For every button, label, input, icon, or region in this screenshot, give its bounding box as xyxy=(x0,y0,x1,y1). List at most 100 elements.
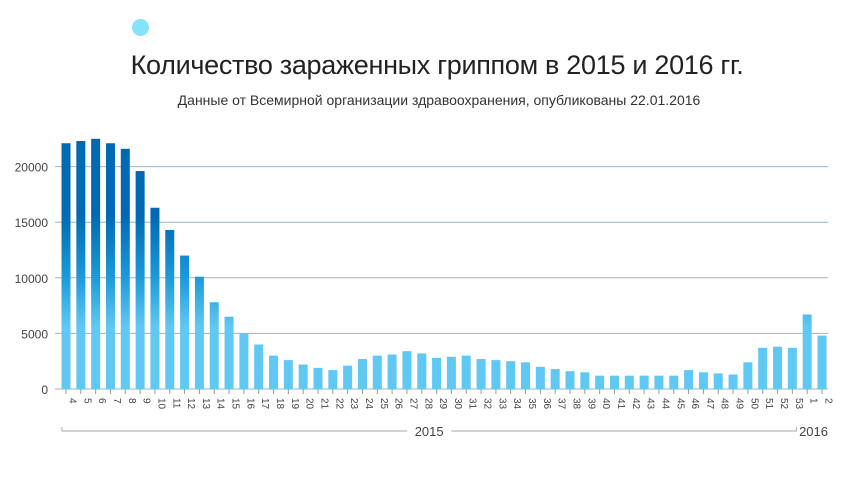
x-tick-label: 13 xyxy=(200,398,211,410)
bar xyxy=(165,229,175,389)
bar xyxy=(654,375,664,389)
x-tick-label: 22 xyxy=(333,398,344,410)
bar xyxy=(684,370,694,389)
chart-subtitle: Данные от Всемирной организации здравоох… xyxy=(177,92,701,108)
x-tick-label: 15 xyxy=(230,398,241,410)
bar xyxy=(639,375,649,389)
bar xyxy=(728,374,738,389)
x-tick-label: 43 xyxy=(645,398,656,410)
bar xyxy=(565,371,575,389)
x-tick-label: 6 xyxy=(96,398,107,404)
x-tick-label: 28 xyxy=(422,398,433,410)
bar xyxy=(372,355,382,389)
chart-title: Количество зараженных гриппом в 2015 и 2… xyxy=(130,50,744,80)
x-tick-label: 51 xyxy=(763,398,774,410)
x-tick-label: 20 xyxy=(304,398,315,410)
x-tick-label: 16 xyxy=(244,398,255,410)
x-tick-label: 33 xyxy=(496,398,507,410)
bar xyxy=(328,370,338,389)
x-tick-label: 4 xyxy=(67,398,78,404)
x-tick-label: 46 xyxy=(689,398,700,410)
bar xyxy=(491,360,501,389)
bar xyxy=(446,356,456,389)
bar xyxy=(550,368,560,389)
bar xyxy=(609,375,619,389)
decorative-dot xyxy=(132,19,149,36)
x-tick-label: 37 xyxy=(556,398,567,410)
x-tick-label: 21 xyxy=(319,398,330,410)
bar xyxy=(773,346,783,389)
x-tick-label: 12 xyxy=(185,398,196,410)
x-tick-label: 23 xyxy=(348,398,359,410)
bar xyxy=(506,361,516,389)
x-tick-label: 30 xyxy=(452,398,463,410)
x-tick-label: 2 xyxy=(823,398,834,404)
bar xyxy=(269,355,279,389)
bar xyxy=(105,143,115,389)
x-tick-label: 48 xyxy=(719,398,730,410)
x-tick-label: 18 xyxy=(274,398,285,410)
x-tick-label: 8 xyxy=(126,398,137,404)
x-tick-label: 27 xyxy=(407,398,418,410)
x-tick-label: 25 xyxy=(378,398,389,410)
x-tick-label: 35 xyxy=(526,398,537,410)
bar xyxy=(150,207,160,389)
x-tick-label: 40 xyxy=(600,398,611,410)
bar xyxy=(298,364,308,389)
x-tick-label: 34 xyxy=(511,398,522,410)
year-label: 2015 xyxy=(415,424,444,439)
bar xyxy=(476,358,486,389)
year-bracket xyxy=(61,427,797,432)
x-tick-label: 44 xyxy=(659,398,670,410)
x-tick-label: 24 xyxy=(363,398,374,410)
bar xyxy=(91,138,101,389)
bar xyxy=(254,344,264,389)
bar xyxy=(239,333,249,389)
y-tick-label: 10000 xyxy=(15,272,49,286)
bar xyxy=(817,335,827,389)
x-tick-label: 39 xyxy=(585,398,596,410)
x-tick-label: 7 xyxy=(111,398,122,404)
bar xyxy=(713,373,723,389)
bar xyxy=(432,357,442,389)
x-tick-label: 53 xyxy=(793,398,804,410)
bar xyxy=(313,367,323,389)
bar xyxy=(580,372,590,389)
x-tick-label: 45 xyxy=(674,398,685,410)
bar xyxy=(521,362,531,389)
bar xyxy=(343,365,353,389)
y-tick-label: 5000 xyxy=(21,327,48,341)
x-tick-label: 17 xyxy=(259,398,270,410)
x-tick-label: 19 xyxy=(289,398,300,410)
bar xyxy=(120,148,130,389)
bar xyxy=(387,354,397,389)
x-tick-label: 50 xyxy=(748,398,759,410)
x-tick-label: 49 xyxy=(734,398,745,410)
x-tick-label: 38 xyxy=(571,398,582,410)
bar xyxy=(76,141,86,389)
bar xyxy=(357,358,367,389)
bar xyxy=(698,372,708,389)
bar xyxy=(758,347,768,389)
bar xyxy=(61,143,71,389)
x-tick-label: 42 xyxy=(630,398,641,410)
year-label: 2016 xyxy=(799,424,828,439)
bar xyxy=(417,353,427,389)
x-tick-label: 47 xyxy=(704,398,715,410)
x-tick-label: 9 xyxy=(141,398,152,404)
bar xyxy=(180,255,190,389)
y-tick-label: 20000 xyxy=(15,161,49,175)
x-tick-label: 41 xyxy=(615,398,626,410)
x-tick-label: 31 xyxy=(467,398,478,410)
bar xyxy=(283,360,293,389)
x-tick-label: 52 xyxy=(778,398,789,410)
x-tick-label: 32 xyxy=(482,398,493,410)
x-tick-label: 10 xyxy=(155,398,166,410)
bar xyxy=(595,375,605,389)
bar xyxy=(224,316,234,389)
bar xyxy=(402,351,412,389)
bar xyxy=(624,375,634,389)
bar xyxy=(194,276,204,389)
x-tick-label: 5 xyxy=(81,398,92,404)
